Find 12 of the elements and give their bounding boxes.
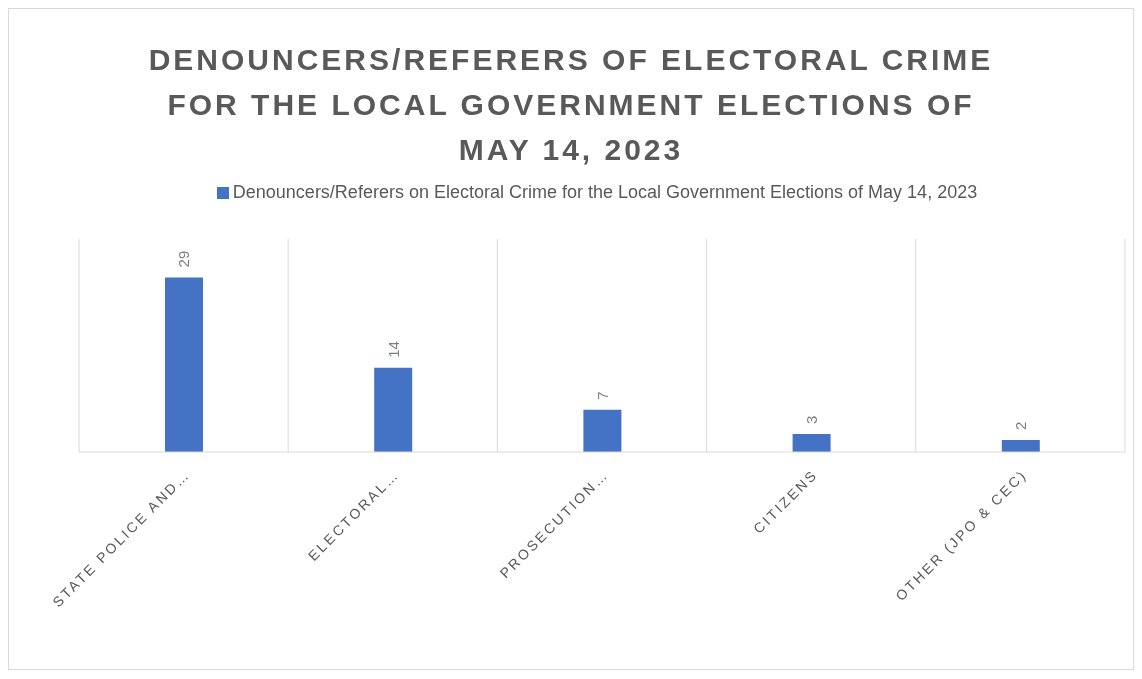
chart-title: DENOUNCERS/REFERERS OF ELECTORAL CRIME FOR THE LOCAL GOVERNMENT ELECTIONS OF MAY 14, 2023 [147,42,995,168]
data-label: 2 [1012,421,1030,430]
data-label: 3 [803,415,821,424]
data-label: 29 [175,250,193,268]
bar [1001,439,1040,452]
bar [165,277,203,452]
bar [583,409,622,452]
bar [792,433,831,452]
bar [374,367,413,452]
data-label: 7 [593,391,611,400]
legend-label: Denouncers/Referers on Electoral Crime for the Local Government Elections of May 14, 2023 [232,182,978,202]
data-label: 14 [384,341,402,358]
